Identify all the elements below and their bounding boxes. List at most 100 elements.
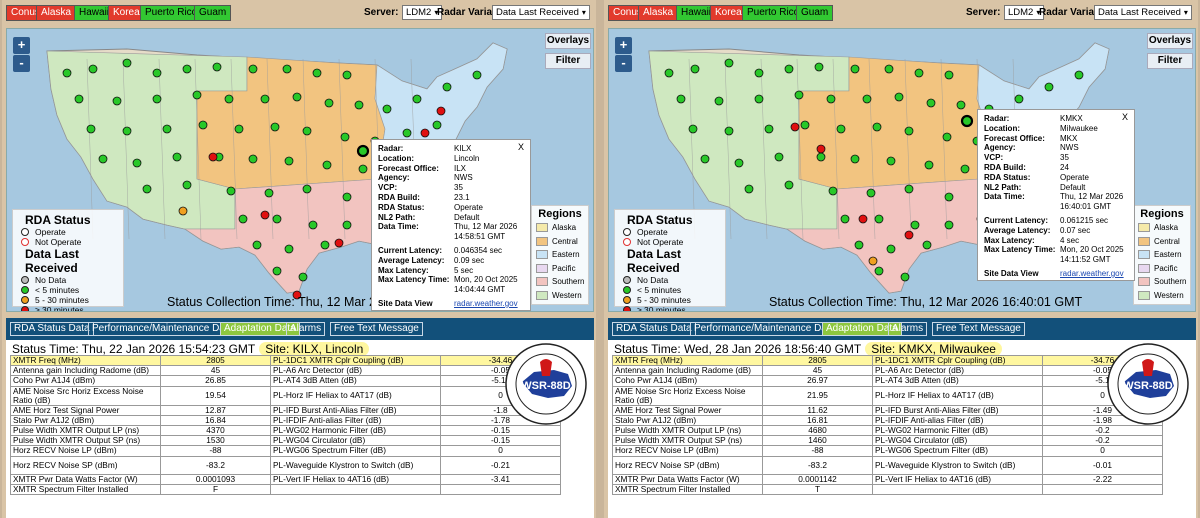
radar-site-marker[interactable]: [850, 154, 860, 164]
zoom-out-button[interactable]: -: [13, 55, 30, 72]
radar-site-marker[interactable]: [904, 184, 914, 194]
region-button-guam[interactable]: Guam: [796, 5, 834, 21]
site-data-view-link[interactable]: radar.weather.gov: [454, 298, 518, 308]
radar-site-marker[interactable]: [944, 192, 954, 202]
radar-site-marker-stale[interactable]: [208, 152, 218, 162]
radar-site-marker[interactable]: [342, 192, 352, 202]
radar-site-marker[interactable]: [152, 68, 162, 78]
radar-site-marker[interactable]: [322, 160, 332, 170]
radar-variable-select[interactable]: Data Last Received ▾: [492, 5, 590, 20]
region-button-alaska[interactable]: Alaska: [638, 5, 679, 21]
radar-site-marker[interactable]: [850, 64, 860, 74]
tab-alarms[interactable]: Alarms: [286, 322, 326, 336]
radar-site-marker[interactable]: [784, 64, 794, 74]
tab-adaptation-data[interactable]: Adaptation Data: [220, 322, 300, 336]
region-button-puerto-rico[interactable]: Puerto Rico: [742, 5, 805, 21]
radar-site-marker[interactable]: [302, 184, 312, 194]
radar-site-marker[interactable]: [122, 126, 132, 136]
radar-site-marker[interactable]: [284, 156, 294, 166]
radar-site-marker[interactable]: [234, 124, 244, 134]
radar-site-marker[interactable]: [340, 132, 350, 142]
radar-site-marker[interactable]: [774, 152, 784, 162]
zoom-in-button[interactable]: +: [13, 37, 30, 54]
radar-site-marker[interactable]: [272, 266, 282, 276]
radar-site-marker[interactable]: [472, 70, 482, 80]
overlays-button[interactable]: Overlays: [545, 33, 591, 49]
radar-site-marker[interactable]: [784, 180, 794, 190]
radar-site-marker[interactable]: [272, 214, 282, 224]
radar-site-marker[interactable]: [676, 94, 686, 104]
radar-site-marker[interactable]: [382, 104, 392, 114]
radar-site-marker[interactable]: [874, 214, 884, 224]
radar-site-marker[interactable]: [192, 90, 202, 100]
radar-site-marker[interactable]: [402, 128, 412, 138]
radar-site-marker[interactable]: [904, 126, 914, 136]
radar-site-marker[interactable]: [112, 96, 122, 106]
zoom-out-button[interactable]: -: [615, 55, 632, 72]
radar-map[interactable]: + - Overlays Filter RDA Status Operate Not Ope…: [6, 28, 594, 312]
radar-site-marker-stale[interactable]: [334, 238, 344, 248]
radar-site-marker[interactable]: [412, 94, 422, 104]
radar-site-marker[interactable]: [724, 58, 734, 68]
radar-site-marker[interactable]: [826, 94, 836, 104]
radar-site-marker[interactable]: [172, 152, 182, 162]
radar-site-marker[interactable]: [86, 124, 96, 134]
radar-site-marker[interactable]: [302, 126, 312, 136]
region-button-puerto-rico[interactable]: Puerto Rico: [140, 5, 203, 21]
radar-site-marker[interactable]: [226, 186, 236, 196]
radar-site-marker[interactable]: [840, 214, 850, 224]
radar-site-marker-stale[interactable]: [816, 144, 826, 154]
radar-site-marker[interactable]: [922, 240, 932, 250]
radar-site-marker[interactable]: [224, 94, 234, 104]
selected-radar-marker[interactable]: [356, 144, 370, 158]
tab-rda-status-data[interactable]: RDA Status Data: [10, 322, 94, 336]
radar-site-marker[interactable]: [74, 94, 84, 104]
radar-site-marker-delayed[interactable]: [868, 256, 878, 266]
radar-site-marker[interactable]: [264, 188, 274, 198]
radar-site-marker[interactable]: [212, 62, 222, 72]
radar-site-marker[interactable]: [298, 272, 308, 282]
overlays-button[interactable]: Overlays: [1147, 33, 1193, 49]
radar-site-marker[interactable]: [688, 124, 698, 134]
radar-site-marker[interactable]: [248, 64, 258, 74]
radar-site-marker-stale[interactable]: [292, 290, 302, 300]
radar-site-marker[interactable]: [1014, 94, 1024, 104]
radar-site-marker[interactable]: [292, 92, 302, 102]
radar-site-marker[interactable]: [900, 272, 910, 282]
radar-site-marker[interactable]: [252, 240, 262, 250]
radar-site-marker[interactable]: [942, 132, 952, 142]
radar-site-marker[interactable]: [914, 68, 924, 78]
radar-site-marker[interactable]: [764, 124, 774, 134]
close-icon[interactable]: X: [517, 142, 524, 152]
radar-site-marker[interactable]: [1074, 70, 1084, 80]
radar-site-marker[interactable]: [248, 154, 258, 164]
server-select[interactable]: LDM2 ▾: [1004, 5, 1045, 20]
radar-site-marker[interactable]: [260, 94, 270, 104]
radar-site-marker[interactable]: [754, 94, 764, 104]
radar-site-marker[interactable]: [854, 240, 864, 250]
radar-site-marker[interactable]: [836, 124, 846, 134]
radar-site-marker[interactable]: [312, 68, 322, 78]
radar-site-marker[interactable]: [874, 266, 884, 276]
radar-site-marker[interactable]: [862, 94, 872, 104]
tab-rda-status-data[interactable]: RDA Status Data: [612, 322, 696, 336]
radar-site-marker[interactable]: [814, 62, 824, 72]
radar-site-marker[interactable]: [238, 214, 248, 224]
radar-site-marker[interactable]: [926, 98, 936, 108]
radar-site-marker[interactable]: [182, 64, 192, 74]
filter-button[interactable]: Filter: [1147, 53, 1193, 69]
radar-site-marker[interactable]: [664, 68, 674, 78]
region-button-guam[interactable]: Guam: [194, 5, 232, 21]
tab-performance-maintenance-data[interactable]: Performance/Maintenance Data: [690, 322, 840, 336]
radar-site-marker[interactable]: [700, 154, 710, 164]
radar-site-marker-delayed[interactable]: [178, 206, 188, 216]
selected-radar-marker[interactable]: [960, 114, 974, 128]
radar-site-marker[interactable]: [886, 156, 896, 166]
tab-adaptation-data[interactable]: Adaptation Data: [822, 322, 902, 336]
radar-site-marker[interactable]: [198, 120, 208, 130]
radar-site-marker[interactable]: [308, 220, 318, 230]
radar-site-marker[interactable]: [358, 164, 368, 174]
radar-site-marker[interactable]: [894, 92, 904, 102]
radar-site-marker[interactable]: [828, 186, 838, 196]
radar-site-marker[interactable]: [944, 70, 954, 80]
